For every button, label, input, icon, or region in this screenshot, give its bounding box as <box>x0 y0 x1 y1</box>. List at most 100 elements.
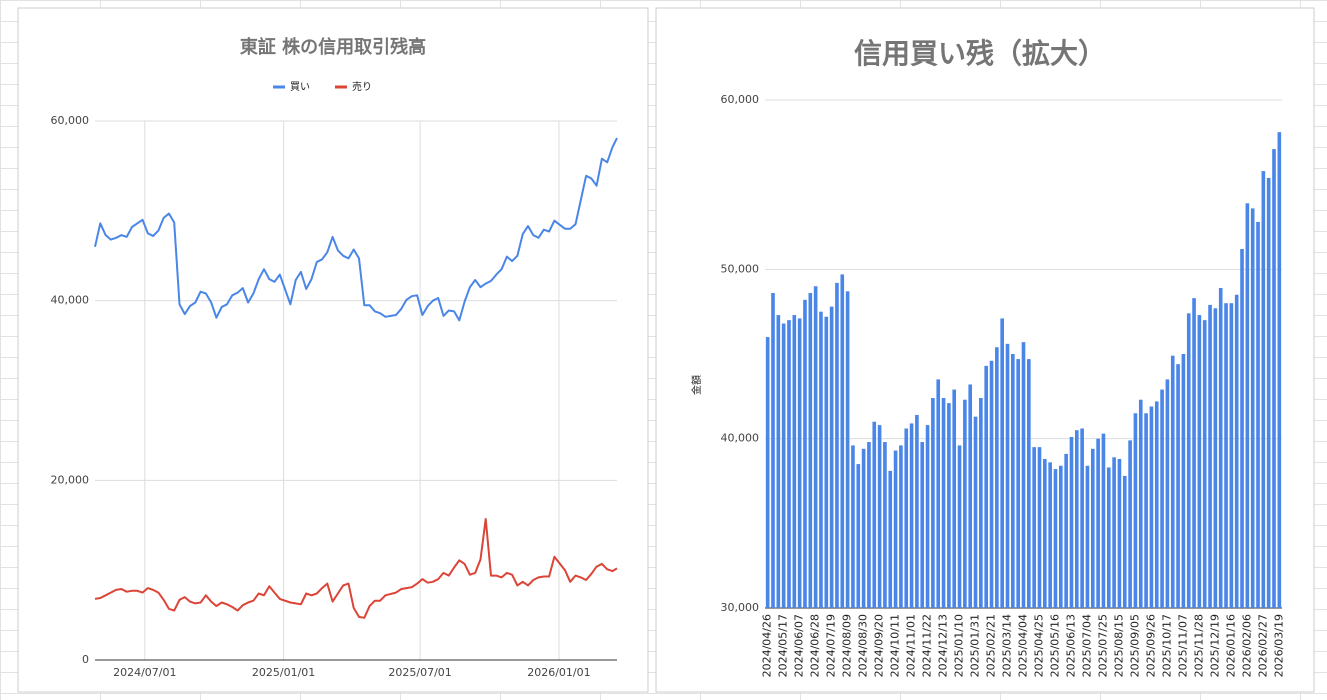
x-tick-label: 2025/11/28 <box>1192 614 1205 677</box>
x-tick-label: 2025/01/10 <box>953 614 966 677</box>
bar <box>1011 354 1015 608</box>
bar <box>909 423 914 608</box>
bar <box>851 445 855 608</box>
x-tick-label: 2025/04/04 <box>1017 614 1030 677</box>
x-tick-label: 2025/07/01 <box>388 666 451 679</box>
bar <box>1112 457 1116 608</box>
bar <box>824 316 829 608</box>
bar <box>1277 132 1282 608</box>
bar <box>1261 171 1266 608</box>
x-tick-label: 2024/11/22 <box>921 614 934 677</box>
bar <box>787 320 791 608</box>
x-tick-label: 2024/10/11 <box>889 614 902 677</box>
bar <box>1266 177 1271 609</box>
bar <box>947 403 951 608</box>
x-tick-label: 2024/06/07 <box>793 614 806 677</box>
x-tick-label: 2026/01/16 <box>1224 614 1237 677</box>
bar <box>1256 221 1260 609</box>
x-tick-label: 2025/10/17 <box>1160 614 1173 677</box>
bar <box>1250 208 1255 608</box>
bar <box>1144 413 1148 608</box>
bar <box>968 384 973 608</box>
x-tick-label: 2026/03/19 <box>1272 614 1285 677</box>
bar <box>872 421 877 608</box>
bar <box>1224 303 1228 608</box>
x-tick-label: 2024/05/17 <box>777 614 790 677</box>
legend-label: 買い <box>290 81 310 93</box>
bar <box>1085 465 1090 608</box>
bar <box>829 306 834 608</box>
bar <box>1048 462 1052 608</box>
bar <box>867 442 871 608</box>
bar <box>813 286 818 608</box>
bar <box>861 448 866 608</box>
bar <box>1122 475 1127 608</box>
y-axis-label: 金額 <box>690 375 703 395</box>
bar <box>840 274 845 608</box>
x-tick-label: 2025/12/19 <box>1208 614 1221 677</box>
bar <box>1117 458 1122 608</box>
bar <box>1186 313 1191 608</box>
bar <box>1229 303 1234 608</box>
bar <box>797 318 802 608</box>
bar <box>1074 430 1079 608</box>
bar <box>915 414 919 608</box>
bar <box>904 428 909 608</box>
x-tick-label: 2024/11/01 <box>905 614 918 677</box>
x-tick-label: 2025/01/01 <box>252 666 315 679</box>
line <box>94 137 618 322</box>
bar <box>808 293 813 608</box>
x-tick-label: 2025/11/07 <box>1176 614 1189 677</box>
x-tick-label: 2024/07/01 <box>113 666 176 679</box>
bar <box>936 379 941 608</box>
x-tick-label: 2024/12/13 <box>937 614 950 677</box>
bar <box>1069 436 1074 608</box>
x-tick-label: 2024/09/20 <box>873 614 886 677</box>
bar <box>883 442 887 608</box>
bar <box>856 464 861 608</box>
y-tick-label: 40,000 <box>721 432 760 445</box>
x-tick-label: 2025/07/25 <box>1096 614 1109 677</box>
x-tick-label: 2025/05/16 <box>1048 614 1061 677</box>
y-tick-label: 60,000 <box>51 114 90 127</box>
bar <box>920 442 925 608</box>
bar <box>931 398 935 608</box>
x-tick-label: 2025/03/14 <box>1001 614 1014 677</box>
bar <box>989 360 994 608</box>
x-tick-label: 2026/02/06 <box>1240 614 1253 677</box>
bar <box>952 389 957 608</box>
bar <box>1106 467 1111 608</box>
bar <box>1154 401 1159 608</box>
bar <box>1176 364 1180 608</box>
x-tick-label: 2025/02/21 <box>985 614 998 677</box>
bar <box>995 347 999 608</box>
bar <box>1090 448 1095 608</box>
y-tick-label: 40,000 <box>51 294 90 307</box>
x-tick-label: 2025/09/05 <box>1128 614 1141 677</box>
chart-frame[interactable] <box>17 7 649 693</box>
bar <box>1181 354 1186 608</box>
bar <box>1037 447 1042 608</box>
bar <box>1096 438 1100 608</box>
x-tick-label: 2025/09/26 <box>1144 614 1157 677</box>
bar <box>1032 447 1036 608</box>
legend-label: 売り <box>352 80 372 93</box>
bar <box>1272 149 1276 608</box>
bar <box>771 293 775 608</box>
x-tick-label: 2024/08/09 <box>841 614 854 677</box>
bar <box>1133 413 1138 608</box>
bar <box>1016 359 1020 608</box>
bar <box>776 315 781 608</box>
bar <box>984 365 989 608</box>
bar <box>1043 458 1047 608</box>
y-tick-label: 60,000 <box>721 93 760 106</box>
bar <box>1192 298 1196 608</box>
bar <box>1149 406 1154 608</box>
bar <box>888 470 893 608</box>
y-tick-label: 50,000 <box>721 262 760 275</box>
x-tick-label: 2024/06/28 <box>809 614 822 677</box>
bar <box>1170 355 1175 608</box>
bar <box>877 425 882 608</box>
bar <box>1202 320 1207 608</box>
